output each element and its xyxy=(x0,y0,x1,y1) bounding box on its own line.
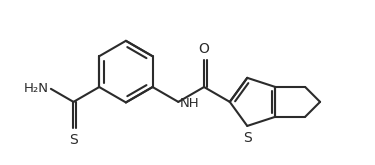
Text: O: O xyxy=(199,42,210,55)
Text: S: S xyxy=(69,133,78,147)
Text: NH: NH xyxy=(180,97,200,110)
Text: H₂N: H₂N xyxy=(24,82,49,95)
Text: S: S xyxy=(243,131,252,145)
